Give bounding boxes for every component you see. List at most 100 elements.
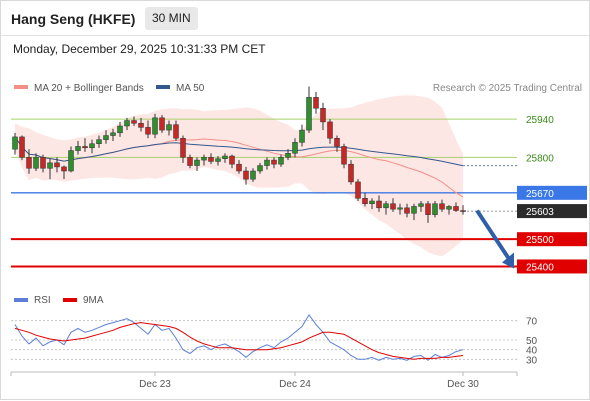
candle-body-up (89, 143, 95, 149)
candle-body-down (19, 136, 25, 158)
candle-body-up (75, 146, 81, 151)
candle-body-up (103, 135, 109, 140)
candle-body-down (187, 157, 193, 166)
rsi-line (14, 313, 464, 361)
candle-58 (418, 201, 424, 212)
candle-0 (12, 132, 18, 155)
level-lines-layer (11, 118, 517, 268)
candle-10 (82, 138, 88, 152)
candle-body-down (376, 200, 382, 209)
candle-29 (215, 156, 221, 166)
support-label-25500: 25500 (526, 235, 554, 246)
candle-body-up (306, 97, 312, 131)
candle-21 (159, 115, 165, 133)
bollinger-legend-swatch (14, 85, 28, 89)
ma9-legend-swatch (63, 298, 77, 302)
credit-text: Research © 2025 Trading Central (433, 83, 582, 94)
candle-body-down (173, 124, 179, 139)
candle-24 (180, 135, 186, 163)
candle-18 (138, 117, 144, 132)
candle-14 (110, 128, 116, 141)
candle-body-down (236, 163, 242, 172)
candle-body-up (12, 136, 18, 150)
timestamp-label: Monday, December 29, 2025 10:31:33 PM CE… (13, 42, 266, 56)
candle-body-up (124, 120, 130, 127)
candle-body-up (369, 200, 375, 204)
candle-body-down (131, 120, 137, 124)
candle-36 (264, 157, 270, 170)
resistance-label-25940: 25940 (526, 115, 554, 126)
candle-body-down (54, 162, 60, 168)
candle-25 (187, 154, 193, 169)
candle-50 (362, 192, 368, 207)
projection-arrow-layer (475, 209, 514, 269)
rsi-tick-40: 40 (526, 346, 538, 357)
candle-2 (26, 149, 32, 174)
candle-body-down (138, 123, 144, 128)
interval-button[interactable]: 30 MIN (145, 7, 198, 30)
candle-body-up (418, 203, 424, 207)
candle-40 (292, 138, 298, 158)
candle-51 (369, 198, 375, 210)
candle-19 (145, 120, 151, 139)
candle-30 (222, 153, 228, 163)
candle-body-down (348, 163, 354, 183)
candle-body-down (439, 203, 445, 210)
candle-22 (166, 120, 172, 136)
candle-body-up (278, 157, 284, 165)
candle-3 (33, 153, 39, 171)
candle-16 (124, 117, 130, 131)
candle-4 (40, 154, 46, 173)
candle-body-up (257, 165, 263, 172)
candle-body-up (110, 132, 116, 136)
candle-body-down (334, 138, 340, 147)
candle-body-down (404, 207, 410, 214)
rsi-tick-30: 30 (526, 355, 538, 366)
bollinger-legend-label: MA 20 + Bollinger Bands (34, 83, 144, 94)
candle-body-down (453, 206, 459, 211)
candle-43 (313, 91, 319, 114)
candle-33 (243, 166, 249, 185)
candle-59 (425, 201, 431, 223)
candle-body-up (411, 206, 417, 214)
candle-1 (19, 135, 25, 161)
candle-body-up (383, 203, 389, 209)
instrument-title: Hang Seng (HKFE) (11, 11, 136, 27)
candle-body-down (40, 157, 46, 169)
moving-average-layer (14, 136, 517, 198)
x-tick-label: Dec 23 (139, 379, 171, 390)
candle-body-down (362, 198, 368, 204)
candle-body-up (47, 162, 53, 169)
candle-63 (453, 202, 459, 212)
candle-body-down (271, 159, 277, 165)
candle-body-up (96, 139, 102, 144)
ma50-legend-label: MA 50 (176, 83, 205, 94)
candle-53 (383, 201, 389, 215)
candle-body-down (320, 108, 326, 123)
candle-15 (117, 121, 123, 137)
candle-39 (285, 149, 291, 161)
candle-body-down (243, 170, 249, 180)
candle-17 (131, 116, 137, 126)
support-label-25400: 25400 (526, 262, 554, 273)
candle-27 (201, 154, 207, 166)
level-labels-layer: 25940 25800 25670 25500 25400 25603 (517, 115, 587, 274)
candle-body-down (61, 166, 67, 172)
rsi-legend-label: RSI (34, 295, 51, 306)
candle-6 (54, 157, 60, 173)
candle-32 (236, 160, 242, 174)
candle-body-up (117, 125, 123, 134)
rsi-legend: RSI 9MA (14, 295, 104, 306)
candle-61 (439, 199, 445, 212)
candle-body-up (215, 158, 221, 162)
candle-57 (411, 203, 417, 221)
candle-47 (341, 143, 347, 169)
pivot-label-25670: 25670 (526, 189, 554, 200)
candle-64 (460, 205, 466, 215)
candle-body-down (355, 181, 361, 199)
candle-body-down (82, 146, 88, 149)
candle-46 (334, 135, 340, 152)
candle-body-up (285, 153, 291, 158)
